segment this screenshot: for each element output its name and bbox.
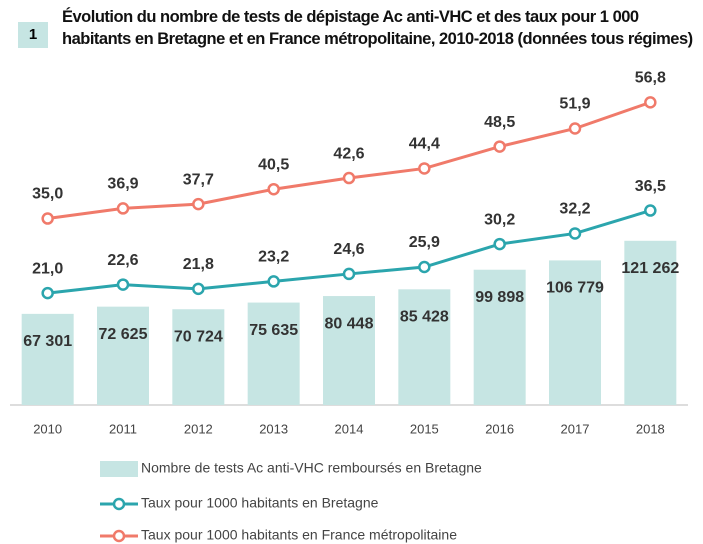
figure-number: 1	[18, 22, 48, 48]
point	[493, 140, 506, 153]
chart-title: Évolution du nombre de tests de dépistag…	[62, 8, 693, 48]
x-tick-label: 2010	[33, 421, 62, 436]
bar	[549, 260, 601, 405]
x-tick-label: 2016	[485, 421, 514, 436]
legend-label: Taux pour 1000 habitants en Bretagne	[141, 495, 379, 511]
x-tick-label: 2013	[259, 421, 288, 436]
bar	[172, 309, 225, 405]
bar	[21, 313, 74, 405]
x-tick-label: 2018	[636, 421, 665, 436]
x-tick-label: 2012	[184, 421, 213, 436]
data-label: 30,2	[484, 211, 515, 228]
legend-label: Taux pour 1000 habitants en France métro…	[141, 527, 457, 543]
data-label: 99 898	[475, 289, 524, 306]
data-label: 56,8	[635, 70, 666, 87]
data-label: 23,2	[258, 249, 289, 266]
bar	[624, 240, 677, 405]
data-label: 36,5	[635, 178, 666, 195]
data-label: 75 635	[249, 322, 298, 339]
x-tick-label: 2014	[335, 421, 364, 436]
data-label: 36,9	[107, 176, 138, 193]
data-label: 72 625	[99, 326, 148, 343]
data-label: 44,4	[409, 136, 440, 153]
point	[342, 267, 356, 281]
point	[192, 197, 205, 211]
point	[568, 227, 582, 240]
point	[342, 171, 356, 185]
point	[267, 275, 280, 288]
point	[644, 204, 657, 217]
data-label: 21,8	[183, 256, 214, 273]
data-label: 32,2	[559, 201, 590, 218]
legend-swatch	[100, 461, 138, 477]
legend-marker	[112, 497, 126, 511]
data-label: 21,0	[32, 260, 63, 277]
point	[116, 202, 130, 215]
data-label: 67 301	[23, 333, 72, 350]
point	[644, 96, 657, 109]
bar	[473, 269, 526, 405]
data-label: 22,6	[107, 252, 138, 269]
data-label: 70 724	[174, 328, 223, 345]
data-label: 48,5	[484, 114, 515, 131]
data-label: 37,7	[183, 171, 214, 188]
data-label: 40,5	[258, 156, 289, 173]
point	[41, 286, 54, 300]
point	[418, 162, 431, 175]
data-label: 24,6	[333, 241, 364, 258]
data-label: 42,6	[333, 145, 364, 162]
point	[267, 182, 280, 196]
x-tick-label: 2015	[410, 421, 439, 436]
x-tick-label: 2017	[561, 421, 590, 436]
legend-label: Nombre de tests Ac anti-VHC remboursés e…	[141, 460, 482, 476]
point	[116, 278, 130, 291]
point	[41, 212, 54, 225]
point	[192, 282, 205, 296]
data-label: 51,9	[559, 96, 590, 113]
point	[568, 122, 582, 135]
point	[418, 260, 431, 274]
data-label: 25,9	[409, 234, 440, 251]
legend-marker	[112, 529, 126, 543]
data-label: 121 262	[621, 260, 679, 277]
bar	[323, 296, 375, 405]
bar	[247, 302, 300, 405]
data-label: 106 779	[546, 280, 604, 297]
data-label: 85 428	[400, 309, 449, 326]
bar	[97, 306, 149, 405]
data-label: 80 448	[325, 315, 374, 332]
data-label: 35,0	[32, 186, 63, 203]
point	[493, 237, 506, 251]
x-tick-label: 2011	[109, 421, 137, 436]
bar	[398, 289, 451, 405]
